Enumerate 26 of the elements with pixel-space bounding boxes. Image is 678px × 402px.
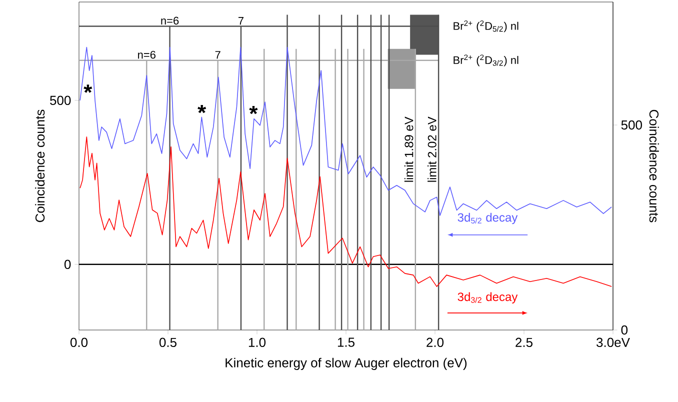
x-tick-label: 3.0eV xyxy=(596,338,630,348)
y2-tick-label: 500 xyxy=(621,120,642,130)
x-tick-label: 1.0 xyxy=(248,338,266,348)
annotation: * xyxy=(84,84,92,93)
x-tick-label: 0.0 xyxy=(70,338,88,348)
series-label: 3d$_{3/2}$ decay xyxy=(458,292,518,304)
series-label: 3d$_{5/2}$ decay xyxy=(458,212,518,224)
x-tick-label: 2.5 xyxy=(516,338,532,348)
x-tick-label: 2.0 xyxy=(426,338,444,348)
annotation: 7 xyxy=(238,17,244,25)
line-series xyxy=(80,136,612,287)
y-axis-title: Coincidence counts xyxy=(35,110,45,222)
annotation: * xyxy=(198,104,206,114)
annotation: 7 xyxy=(215,51,220,59)
annotation: n=6 xyxy=(161,16,179,25)
annotation: * xyxy=(249,106,258,114)
x-tick-label: 0.5 xyxy=(159,338,176,348)
y2-axis-title: Coincidence counts xyxy=(649,110,659,222)
ref-line-label: limit 2.02 eV xyxy=(428,116,436,182)
y2-tick-label: 0 xyxy=(621,325,628,335)
ref-line-label: limit 1.89 eV xyxy=(404,116,414,182)
x-tick-label: 1.5 xyxy=(338,338,354,347)
ref-line-label: Br$^{2+}$ ($^{2}$D$_{5/2}$) nl xyxy=(454,20,518,32)
ref-line-label: Br$^{2+}$ ($^{2}$D$_{3/2}$) nl xyxy=(454,54,518,66)
x-axis-title: Kinetic energy of slow Auger electron (eV) xyxy=(226,358,467,370)
annotation: n=6 xyxy=(138,50,156,59)
